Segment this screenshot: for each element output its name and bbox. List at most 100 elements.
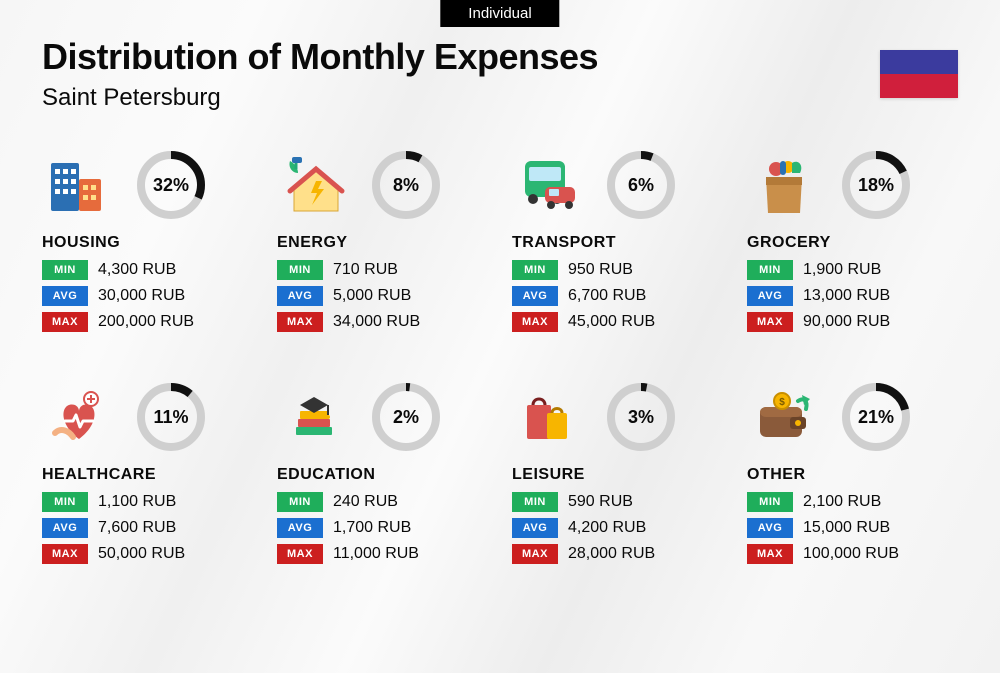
min-tag: MIN [42, 260, 88, 280]
max-tag: MAX [747, 312, 793, 332]
percent-ring: 6% [604, 148, 678, 222]
grocery-bag-icon [747, 153, 821, 217]
avg-tag: AVG [747, 286, 793, 306]
stat-avg: AVG 6,700 RUB [512, 286, 723, 306]
avg-tag: AVG [42, 518, 88, 538]
min-tag: MIN [42, 492, 88, 512]
min-value: 590 RUB [568, 493, 633, 511]
max-tag: MAX [42, 544, 88, 564]
stat-max: MAX 50,000 RUB [42, 544, 253, 564]
max-value: 11,000 RUB [333, 545, 419, 563]
percent-label: 18% [839, 148, 913, 222]
percent-ring: 3% [604, 380, 678, 454]
category-name: HOUSING [42, 234, 253, 252]
min-value: 1,900 RUB [803, 261, 881, 279]
avg-value: 4,200 RUB [568, 519, 646, 537]
stat-min: MIN 590 RUB [512, 492, 723, 512]
min-tag: MIN [512, 260, 558, 280]
house-bolt-icon [277, 153, 351, 217]
avg-value: 6,700 RUB [568, 287, 646, 305]
stat-min: MIN 950 RUB [512, 260, 723, 280]
stat-avg: AVG 15,000 RUB [747, 518, 958, 538]
stat-max: MAX 100,000 RUB [747, 544, 958, 564]
stat-max: MAX 200,000 RUB [42, 312, 253, 332]
max-tag: MAX [512, 312, 558, 332]
card-top: 8% [277, 148, 488, 222]
max-value: 90,000 RUB [803, 313, 890, 331]
percent-ring: 2% [369, 380, 443, 454]
bus-car-icon [512, 153, 586, 217]
max-tag: MAX [747, 544, 793, 564]
category-name: LEISURE [512, 466, 723, 484]
percent-label: 8% [369, 148, 443, 222]
category-name: OTHER [747, 466, 958, 484]
percent-ring: 21% [839, 380, 913, 454]
min-tag: MIN [277, 260, 323, 280]
stats: MIN 1,100 RUB AVG 7,600 RUB MAX 50,000 R… [42, 492, 253, 564]
flag-stripe-top [880, 50, 958, 74]
avg-tag: AVG [747, 518, 793, 538]
max-value: 34,000 RUB [333, 313, 420, 331]
max-value: 50,000 RUB [98, 545, 185, 563]
min-value: 1,100 RUB [98, 493, 176, 511]
avg-tag: AVG [277, 518, 323, 538]
min-tag: MIN [747, 260, 793, 280]
category-card-transport: 6% TRANSPORT MIN 950 RUB AVG 6,700 RUB M… [512, 148, 723, 332]
avg-tag: AVG [512, 286, 558, 306]
max-value: 200,000 RUB [98, 313, 194, 331]
category-name: TRANSPORT [512, 234, 723, 252]
stat-min: MIN 1,100 RUB [42, 492, 253, 512]
heart-care-icon [42, 385, 116, 449]
stat-avg: AVG 5,000 RUB [277, 286, 488, 306]
avg-value: 5,000 RUB [333, 287, 411, 305]
max-tag: MAX [42, 312, 88, 332]
min-value: 710 RUB [333, 261, 398, 279]
card-top: 3% [512, 380, 723, 454]
avg-value: 7,600 RUB [98, 519, 176, 537]
card-top: 32% [42, 148, 253, 222]
avg-value: 1,700 RUB [333, 519, 411, 537]
stats: MIN 590 RUB AVG 4,200 RUB MAX 28,000 RUB [512, 492, 723, 564]
avg-tag: AVG [512, 518, 558, 538]
min-value: 950 RUB [568, 261, 633, 279]
min-value: 2,100 RUB [803, 493, 881, 511]
shopping-bags-icon [512, 385, 586, 449]
page-subtitle: Saint Petersburg [42, 84, 598, 112]
stat-max: MAX 11,000 RUB [277, 544, 488, 564]
min-tag: MIN [747, 492, 793, 512]
category-name: GROCERY [747, 234, 958, 252]
stat-min: MIN 240 RUB [277, 492, 488, 512]
flag-icon [880, 50, 958, 98]
percent-label: 6% [604, 148, 678, 222]
percent-ring: 32% [134, 148, 208, 222]
max-value: 100,000 RUB [803, 545, 899, 563]
category-card-energy: 8% ENERGY MIN 710 RUB AVG 5,000 RUB MAX … [277, 148, 488, 332]
category-card-healthcare: 11% HEALTHCARE MIN 1,100 RUB AVG 7,600 R… [42, 380, 253, 564]
card-top: 2% [277, 380, 488, 454]
page-title: Distribution of Monthly Expenses [42, 36, 598, 78]
card-top: 18% [747, 148, 958, 222]
min-value: 4,300 RUB [98, 261, 176, 279]
stat-max: MAX 90,000 RUB [747, 312, 958, 332]
top-badge: Individual [440, 0, 559, 27]
min-value: 240 RUB [333, 493, 398, 511]
category-name: EDUCATION [277, 466, 488, 484]
stat-avg: AVG 30,000 RUB [42, 286, 253, 306]
stats: MIN 950 RUB AVG 6,700 RUB MAX 45,000 RUB [512, 260, 723, 332]
stat-min: MIN 1,900 RUB [747, 260, 958, 280]
stat-min: MIN 4,300 RUB [42, 260, 253, 280]
books-cap-icon [277, 385, 351, 449]
stats: MIN 4,300 RUB AVG 30,000 RUB MAX 200,000… [42, 260, 253, 332]
stat-avg: AVG 4,200 RUB [512, 518, 723, 538]
percent-label: 32% [134, 148, 208, 222]
stats: MIN 2,100 RUB AVG 15,000 RUB MAX 100,000… [747, 492, 958, 564]
stat-max: MAX 28,000 RUB [512, 544, 723, 564]
categories-grid: 32% HOUSING MIN 4,300 RUB AVG 30,000 RUB… [42, 148, 958, 564]
max-value: 28,000 RUB [568, 545, 655, 563]
avg-value: 30,000 RUB [98, 287, 185, 305]
stats: MIN 710 RUB AVG 5,000 RUB MAX 34,000 RUB [277, 260, 488, 332]
category-name: ENERGY [277, 234, 488, 252]
buildings-icon [42, 153, 116, 217]
avg-value: 15,000 RUB [803, 519, 890, 537]
wallet-arrow-icon [747, 385, 821, 449]
